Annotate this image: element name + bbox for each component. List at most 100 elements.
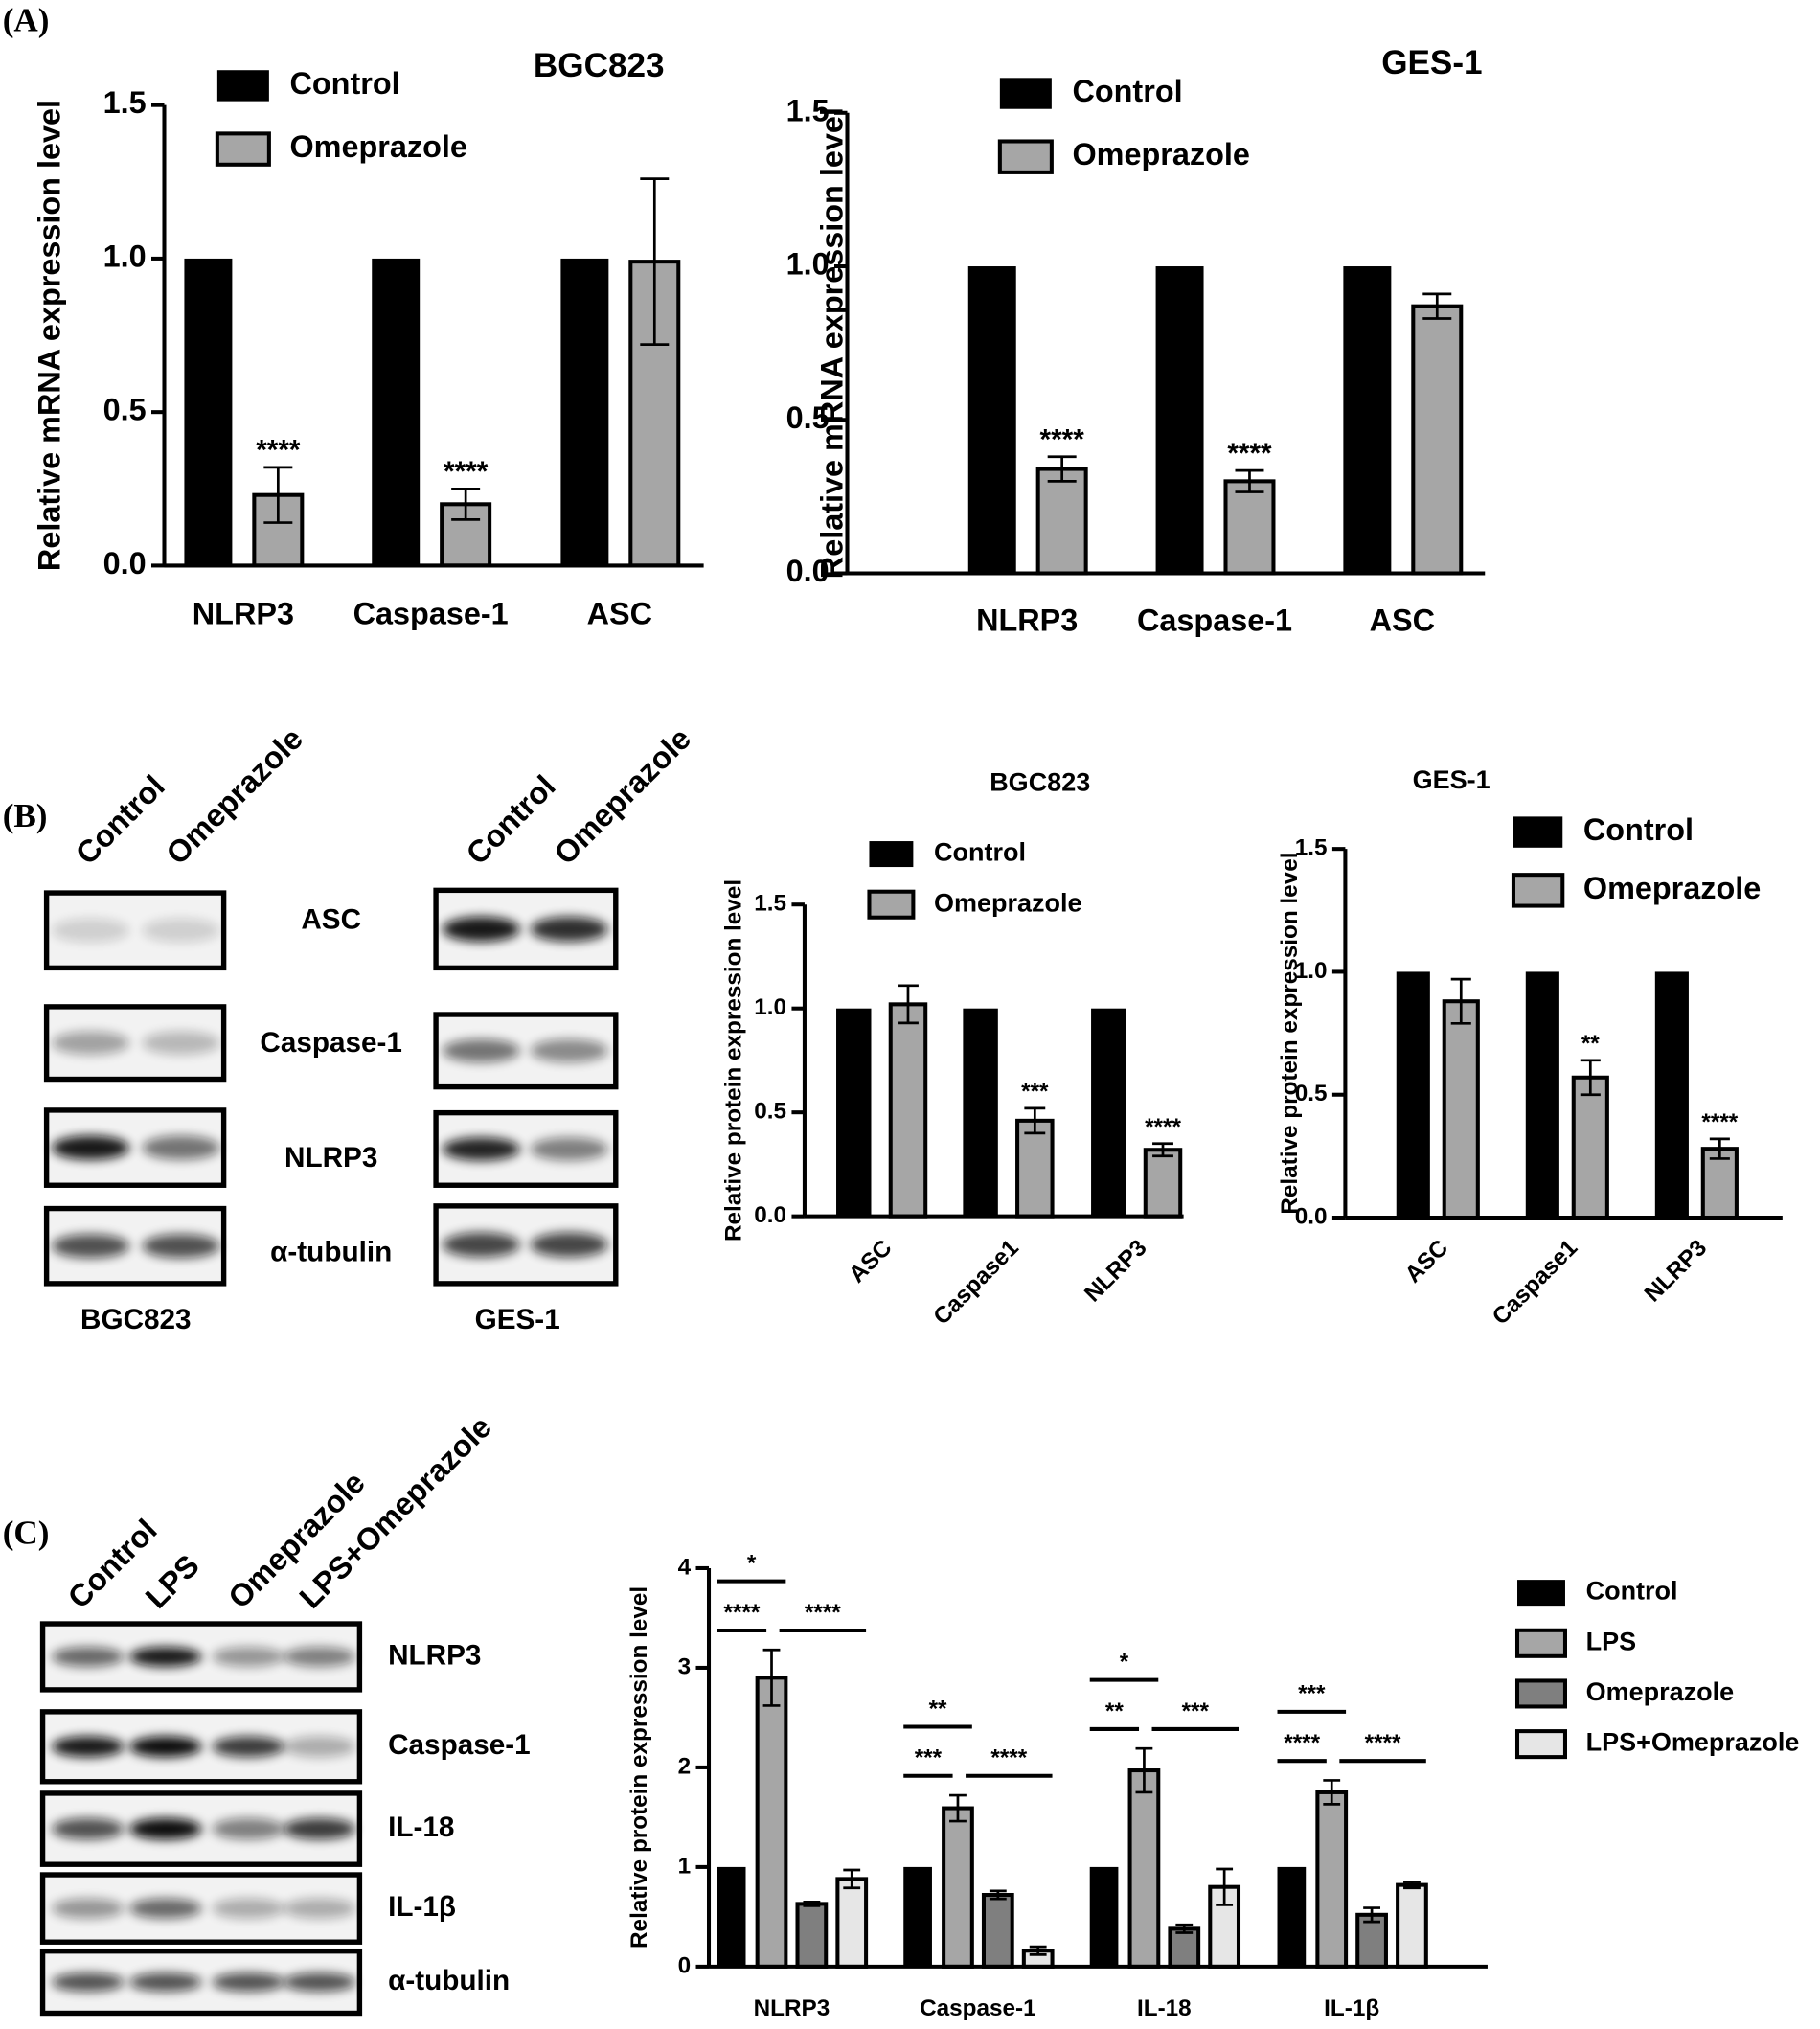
bar [835,1877,869,1969]
blot-band [52,918,130,943]
legend-swatch [999,78,1052,109]
blot-band [52,1736,125,1758]
protein-label: ASC [301,904,361,936]
y-tick-label: 1.0 [1295,958,1328,984]
legend-label: Omeprazole [1586,1677,1735,1706]
error-bar [1152,1142,1173,1158]
bar [1223,479,1276,576]
blot-band [52,1031,130,1055]
bar [1089,1866,1119,1967]
blot-band [129,1647,202,1667]
x-tick-label: ASC [587,597,652,631]
bar [963,1008,998,1217]
bar [1127,1768,1161,1969]
comparison-label: ** [929,1696,947,1721]
panel-label: (B) [3,797,48,834]
error-bar [640,177,670,347]
blot-frame [39,1790,363,1867]
comparison-label: **** [724,1600,761,1626]
y-tick-label: 1.0 [103,239,147,273]
y-tick-label: 1.5 [786,93,830,127]
x-tick-label: Caspase-1 [353,597,509,631]
y-tick-label: 0.0 [754,1202,786,1228]
bar [1525,971,1559,1219]
y-tick-label: 2 [678,1753,692,1779]
bar [1396,971,1430,1219]
error-bar [1135,1746,1153,1794]
error-bar [1709,1137,1730,1160]
comparison-label: **** [1284,1730,1320,1756]
legend-label: Control [289,66,399,101]
blot-band [52,1817,125,1840]
legend-label: Omeprazole [934,888,1082,917]
legend-swatch [215,131,271,167]
blot-band [129,1972,202,1992]
chart-title: BGC823 [990,768,1090,797]
error-bar [263,466,293,524]
legend-label: Omeprazole [1583,871,1761,905]
blot-band [442,1038,520,1062]
blot-band [142,1234,220,1259]
comparison-label: *** [915,1745,943,1771]
blot-frame [39,1709,363,1785]
blot-band [530,1137,608,1161]
blot-band [142,1135,220,1160]
blot-band [212,1972,285,1992]
blot-band [530,1232,608,1258]
error-bar [989,1889,1007,1901]
bar [184,258,233,566]
bar [1035,467,1088,576]
bar [1343,266,1392,574]
blot-band [283,1817,356,1840]
blot-frame [433,887,619,971]
protein-label: α-tubulin [270,1237,392,1268]
error-bar [1363,1906,1381,1924]
legend-label: Control [1072,74,1182,108]
legend-swatch [867,889,916,920]
blot-band [442,1137,520,1161]
bar [836,1008,872,1217]
blot-band [283,1647,356,1667]
legend-label: Control [934,838,1026,867]
bar [942,1806,974,1969]
legend-swatch [869,841,914,868]
y-tick-label: 1 [678,1853,692,1879]
legend-swatch [1513,816,1563,848]
chart-title: BGC823 [534,47,665,84]
blot-band [442,1232,520,1258]
error-bar [451,487,481,521]
blot-band [142,918,220,943]
protein-label: Caspase-1 [388,1729,531,1761]
panel-label: (C) [3,1514,50,1551]
blot-frame [43,1107,227,1188]
protein-label: NLRP3 [284,1142,377,1174]
significance-label: **** [1701,1109,1738,1135]
cell-line-label: BGC823 [80,1304,192,1335]
error-bar [1235,468,1264,493]
significance-label: **** [1040,423,1085,455]
error-bar [1403,1881,1421,1890]
blot-band [129,1736,202,1758]
bar [1355,1912,1388,1969]
comparison-label: **** [990,1745,1027,1771]
comparison-label: **** [805,1600,841,1626]
significance-label: *** [1021,1079,1049,1105]
blot-frame [433,1012,619,1090]
bar [888,1002,928,1219]
error-bar [1450,977,1471,1025]
x-tick-label: Caspase-1 [920,1995,1036,2021]
bar [1155,266,1204,574]
legend-label: LPS [1586,1627,1637,1655]
error-bar [949,1793,967,1823]
blot-band [442,916,520,942]
legend-label: Control [1583,812,1694,847]
legend-swatch [1514,1729,1567,1760]
bar [967,266,1016,574]
bar [1396,1882,1428,1969]
blot-band [283,1898,356,1919]
y-axis-label: Relative protein expression level [720,879,746,1242]
error-bar [1580,1059,1601,1097]
error-bar [1175,1923,1194,1934]
significance-label: **** [1145,1114,1181,1140]
blot-band [283,1972,356,1992]
